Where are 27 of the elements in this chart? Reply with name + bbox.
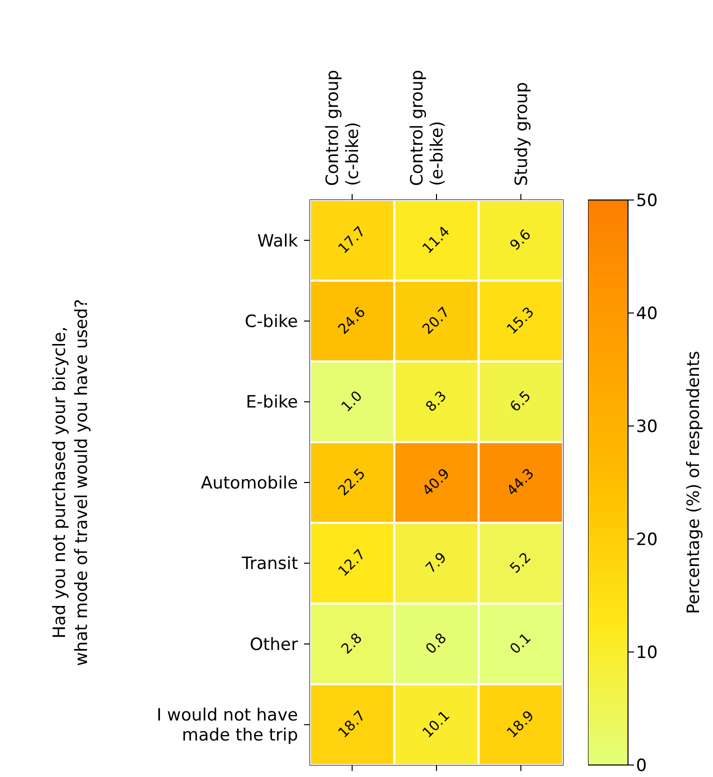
- y-tick-label: Automobile: [200, 473, 298, 494]
- y-axis-title: Had you not purchased your bicycle, what mode of travel would you have used?: [50, 299, 92, 666]
- data-label: 2.8: [338, 630, 366, 658]
- y-tick-label: Walk: [257, 231, 298, 252]
- data-label: 7.9: [422, 550, 450, 577]
- data-label: 1.0: [338, 388, 366, 416]
- color-bar-label: 10: [636, 643, 658, 664]
- x-tick-label: Control group (e-bike): [407, 70, 448, 186]
- x-tick-label: Control group (c-bike): [323, 70, 364, 186]
- color-bar-label: 50: [636, 191, 658, 212]
- data-label: 5.2: [507, 550, 534, 577]
- data-label: 6.5: [507, 388, 534, 416]
- y-tick-label: C-bike: [244, 312, 298, 332]
- y-tick-label: Transit: [240, 554, 298, 574]
- x-tick-label: Study group: [512, 82, 532, 186]
- y-tick-label: E-bike: [246, 392, 298, 413]
- data-label: 0.8: [422, 630, 450, 658]
- color-bar-label: 20: [636, 530, 658, 550]
- y-tick-label: Other: [250, 634, 298, 655]
- data-label: 8.3: [422, 388, 450, 416]
- color-bar-label: 30: [636, 417, 658, 438]
- data-label: 0.1: [507, 630, 534, 658]
- color-bar-title: Percentage (%) of respondents: [684, 350, 704, 614]
- color-bar-label: 40: [636, 304, 658, 324]
- color-bar-label: 0: [636, 756, 647, 776]
- y-tick-label: I would not have made the trip: [156, 706, 298, 746]
- data-label: 9.6: [507, 226, 534, 254]
